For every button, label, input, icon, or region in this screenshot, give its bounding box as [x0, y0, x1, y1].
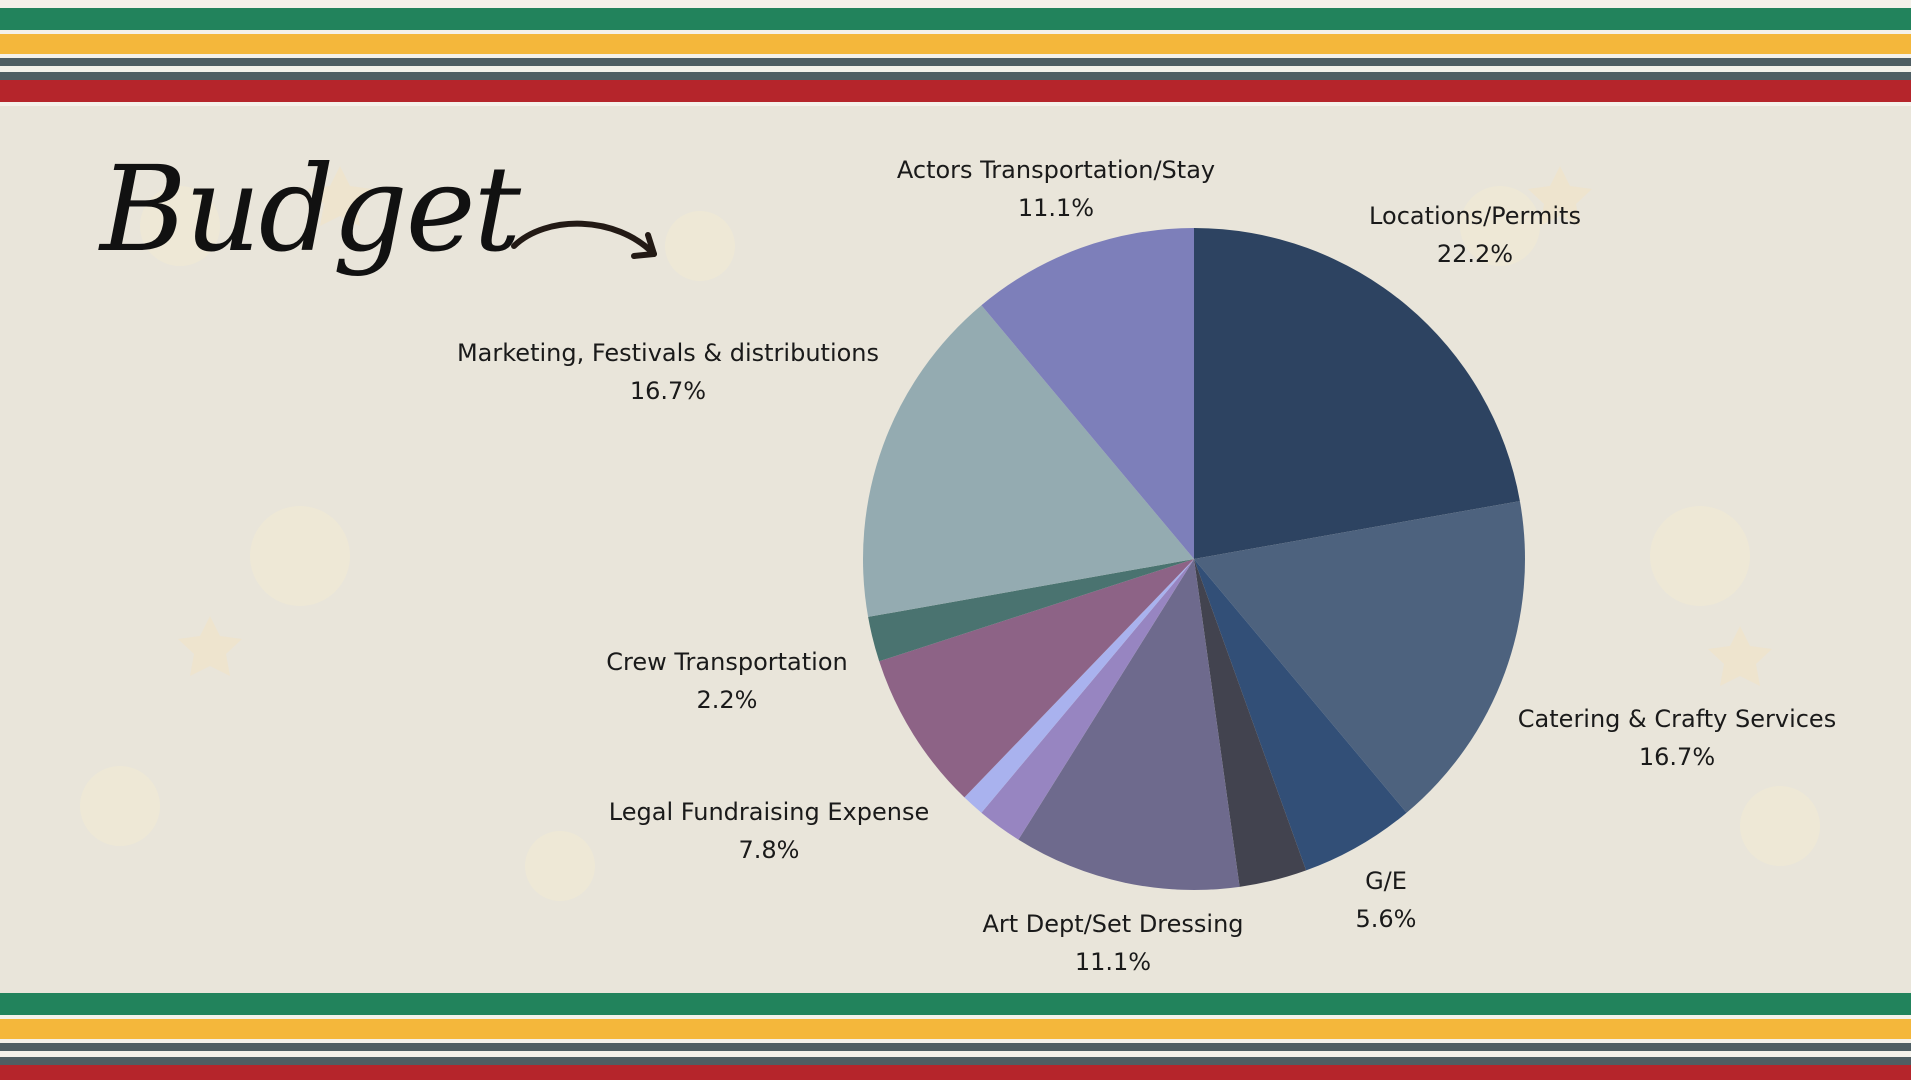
- slice-data-label: Catering & Crafty Services 16.7%: [1518, 700, 1836, 776]
- pie-slice: [868, 559, 1194, 662]
- slice-label-name: G/E: [1365, 867, 1407, 895]
- slice-label-name: Art Dept/Set Dressing: [982, 910, 1244, 938]
- top-stripes: [0, 0, 1911, 106]
- slice-label-value: 5.6%: [1355, 905, 1417, 933]
- slice-label-value: 2.2%: [696, 686, 758, 714]
- slice-label-value: 11.1%: [1074, 948, 1152, 976]
- pie-slice: [1194, 228, 1520, 559]
- bottom-stripes: [0, 993, 1911, 1080]
- slice-label-name: Crew Transportation: [606, 648, 848, 676]
- slice-label-name: Actors Transportation/Stay: [896, 156, 1216, 184]
- slice-label-value: 7.8%: [738, 836, 800, 864]
- slice-label-value: 22.2%: [1436, 240, 1514, 268]
- pie-slice: [879, 559, 1194, 798]
- pie-slice: [1194, 501, 1525, 813]
- slice-data-label: Actors Transportation/Stay 11.1%: [897, 151, 1215, 227]
- pie-slice: [981, 228, 1194, 559]
- slice-data-label: Art Dept/Set Dressing 11.1%: [982, 905, 1243, 981]
- slice-data-label: Locations/Permits 22.2%: [1369, 197, 1581, 273]
- slice-label-name: Locations/Permits: [1369, 202, 1581, 230]
- slice-label-name: Catering & Crafty Services: [1517, 705, 1837, 733]
- pie-slice: [981, 559, 1194, 840]
- pie-slice: [1194, 559, 1407, 871]
- slice-label-value: 16.7%: [1638, 743, 1716, 771]
- slice-data-label: Legal Fundraising Expense 7.8%: [609, 793, 929, 869]
- pie-slice: [964, 559, 1194, 813]
- curved-arrow-icon: [511, 220, 657, 259]
- folk-pattern-background: [80, 166, 1820, 901]
- slice-label-value: 11.1%: [1017, 194, 1095, 222]
- pie-slice: [863, 305, 1194, 617]
- pie-slice: [1018, 559, 1240, 890]
- page-title: Budget: [100, 140, 521, 278]
- slice-label-name: Marketing, Festivals & distributions: [456, 339, 880, 367]
- slice-data-label: Marketing, Festivals & distributions 16.7…: [457, 334, 879, 410]
- pie-slice: [1194, 559, 1307, 887]
- slice-label-value: 16.7%: [629, 377, 707, 405]
- slice-label-name: Legal Fundraising Expense: [608, 798, 930, 826]
- slice-data-label: Crew Transportation 2.2%: [606, 643, 847, 719]
- slice-data-label: G/E 5.6%: [1356, 862, 1417, 938]
